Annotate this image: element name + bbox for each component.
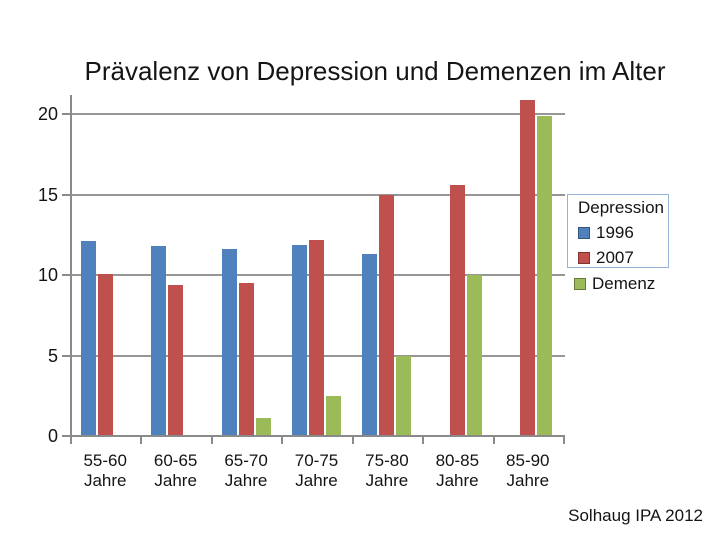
legend-swatch-1996 xyxy=(578,226,590,239)
x-category-label-line: Jahre xyxy=(83,471,127,490)
x-category-label-line: 65-70 xyxy=(224,451,268,470)
bar-1996-65-70 xyxy=(221,249,237,437)
bar-1996-70-75 xyxy=(292,244,307,437)
legend-item-demenz: Demenz xyxy=(574,271,655,296)
bar-2007-80-85 xyxy=(449,185,465,437)
x-category-label-line: Jahre xyxy=(436,471,479,490)
x-tick-4 xyxy=(351,437,354,444)
x-category-label-line: 70-75 xyxy=(294,451,339,470)
x-category-label-line: Jahre xyxy=(365,471,409,490)
y-tick-0 xyxy=(62,435,70,437)
bar-demenz-65-70 xyxy=(255,418,271,437)
x-tick-1 xyxy=(140,437,143,444)
y-tick-5 xyxy=(62,354,70,357)
x-category-label-65-70: 65-70 Jahre xyxy=(206,451,286,491)
y-tick-label-20: 20 xyxy=(37,104,58,125)
x-category-label-60-65: 60-65 Jahre xyxy=(136,451,216,491)
x-tick-3 xyxy=(281,437,284,444)
legend-label-2007: 2007 xyxy=(596,247,634,267)
bar-2007-85-90 xyxy=(520,99,536,437)
bar-1996-60-65 xyxy=(151,246,167,437)
bar-2007-70-75 xyxy=(309,239,324,437)
x-tick-6 xyxy=(492,437,495,444)
y-tick-label-10: 10 xyxy=(37,265,58,286)
y-tick-label-5: 5 xyxy=(47,345,58,366)
x-category-label-85-90: 85-90 Jahre xyxy=(488,451,568,491)
x-category-label-line: 75-80 xyxy=(365,451,409,470)
bar-2007-65-70 xyxy=(238,283,254,437)
x-category-label-line: 60-65 xyxy=(153,451,198,470)
x-category-label-line: 55-60 xyxy=(83,451,127,470)
x-category-label-75-80: 75-80 Jahre xyxy=(347,451,427,491)
legend: Depression 1996 2007 xyxy=(567,194,669,268)
y-tick-15 xyxy=(62,193,70,196)
bar-demenz-75-80 xyxy=(396,355,412,437)
gridline-20 xyxy=(70,113,565,116)
bar-demenz-70-75 xyxy=(326,395,341,437)
x-category-label-line: Jahre xyxy=(295,471,338,490)
y-tick-10 xyxy=(62,274,70,277)
source-caption: Solhaug IPA 2012 xyxy=(568,506,703,525)
x-category-label-55-60: 55-60 Jahre xyxy=(65,451,145,491)
bar-demenz-80-85 xyxy=(466,275,482,437)
legend-title: Depression xyxy=(578,198,664,217)
x-tick-0 xyxy=(70,437,72,444)
x-tick-5 xyxy=(422,437,425,444)
x-category-label-line: Jahre xyxy=(154,471,197,490)
bar-1996-55-60 xyxy=(80,241,96,437)
bar-1996-75-80 xyxy=(362,254,378,437)
x-tick-7 xyxy=(563,437,565,444)
y-tick-label-15: 15 xyxy=(37,184,58,205)
legend-item-2007: 2007 xyxy=(578,245,668,270)
legend-label-demenz: Demenz xyxy=(592,273,656,293)
legend-label-1996: 1996 xyxy=(596,222,634,242)
y-tick-20 xyxy=(62,113,70,116)
y-tick-label-0: 0 xyxy=(47,426,58,446)
bar-2007-55-60 xyxy=(97,273,113,437)
x-tick-2 xyxy=(210,437,213,444)
legend-item-1996: 1996 xyxy=(578,220,668,245)
x-axis-line xyxy=(70,435,565,437)
bar-2007-60-65 xyxy=(168,284,184,437)
gridline-15 xyxy=(70,193,565,196)
bar-demenz-85-90 xyxy=(537,115,553,437)
legend-swatch-2007 xyxy=(578,251,590,264)
x-category-label-line: 85-90 xyxy=(506,451,550,470)
x-category-label-line: Jahre xyxy=(506,471,550,490)
y-axis-line xyxy=(70,95,72,438)
legend-swatch-demenz xyxy=(574,277,586,290)
chart-title: Prävalenz von Depression und Demenzen im… xyxy=(84,56,666,86)
x-category-label-80-85: 80-85 Jahre xyxy=(417,451,497,491)
x-category-label-line: Jahre xyxy=(224,471,268,490)
bar-2007-75-80 xyxy=(379,194,395,437)
x-category-label-line: 80-85 xyxy=(435,451,480,470)
x-category-label-70-75: 70-75 Jahre xyxy=(277,451,357,491)
